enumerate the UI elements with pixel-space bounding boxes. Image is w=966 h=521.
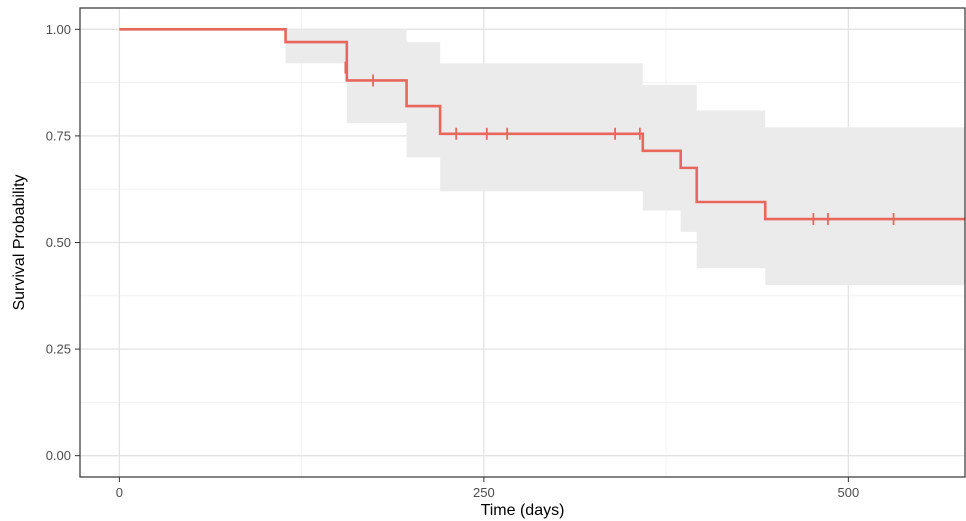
survival-curve (119, 28, 965, 221)
censor-marks-layer (344, 61, 895, 226)
y-axis-title: Survival Probability (11, 174, 28, 310)
y-tick-label: 1.00 (46, 22, 71, 37)
y-tick-label: 0.25 (46, 342, 71, 357)
y-tick-label: 0.00 (46, 448, 71, 463)
x-tick-label: 250 (473, 485, 495, 500)
x-axis-title: Time (days) (481, 502, 565, 519)
y-tick-label: 0.75 (46, 128, 71, 143)
confidence-band (119, 29, 966, 286)
x-tick-label: 500 (838, 485, 860, 500)
confidence-band-layer (119, 29, 966, 286)
x-tick-label: 0 (116, 485, 123, 500)
survival-curve-layer (119, 28, 965, 221)
axis-layer: 0 250 500 0.00 0.25 0.50 0.75 1.00 (46, 22, 860, 500)
y-tick-label: 0.50 (46, 235, 71, 250)
